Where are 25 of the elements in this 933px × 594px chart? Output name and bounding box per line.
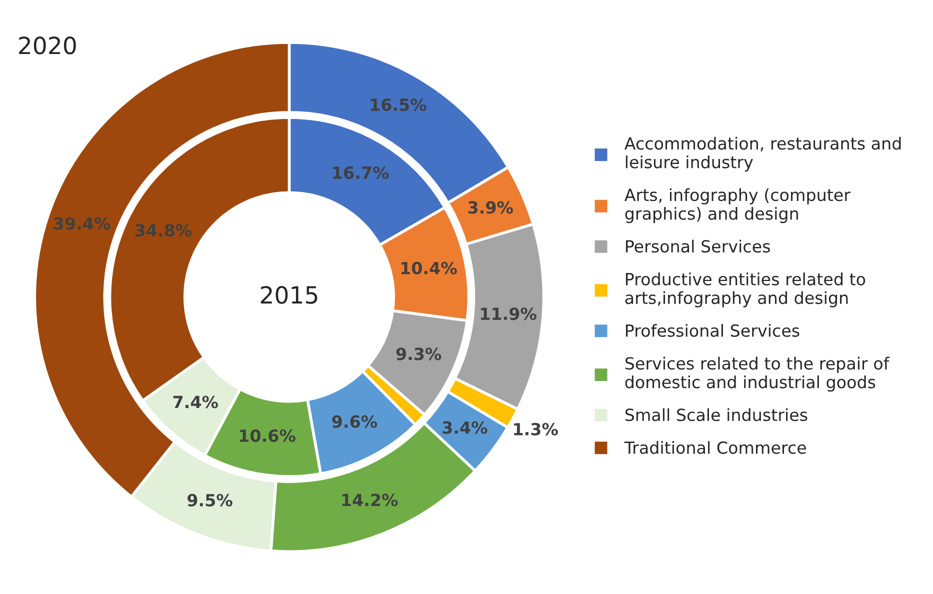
legend-label: Services related to the repair of domestic and industrial goods xyxy=(625,356,890,392)
data-label: 3.9% xyxy=(468,201,513,214)
data-label: 10.4% xyxy=(401,262,457,274)
data-label: 10.6% xyxy=(240,429,296,442)
data-label: 11.9% xyxy=(481,307,536,320)
legend-label: Small Scale industries xyxy=(625,408,808,422)
legend-label: Arts, infography (computer graphics) and design xyxy=(624,188,851,224)
data-label: 14.2% xyxy=(342,494,398,506)
slice-label: 2015 xyxy=(260,286,318,304)
data-label: 9.5% xyxy=(188,494,232,507)
legend-label: Productive entities related to arts,infography and design xyxy=(625,272,866,308)
data-label: 16.5% xyxy=(370,98,426,112)
data-label: 16.7% xyxy=(333,166,389,179)
data-label: 34.8% xyxy=(135,224,192,237)
data-label: 9.3% xyxy=(396,348,442,360)
legend-label: Personal Services xyxy=(626,240,770,253)
data-label: 39.4% xyxy=(54,217,110,230)
legend-label: Traditional Commerce xyxy=(624,441,806,454)
data-label: 1.3% xyxy=(514,422,558,436)
legend-label: Professional Services xyxy=(626,324,800,337)
data-label: 7.4% xyxy=(173,396,218,408)
data-label: 9.6% xyxy=(332,415,378,428)
legend-label: Accommodation, restaurants and leisure industry xyxy=(624,136,901,172)
data-label: 3.4% xyxy=(442,421,488,434)
slice-label: 2020 xyxy=(19,36,76,54)
